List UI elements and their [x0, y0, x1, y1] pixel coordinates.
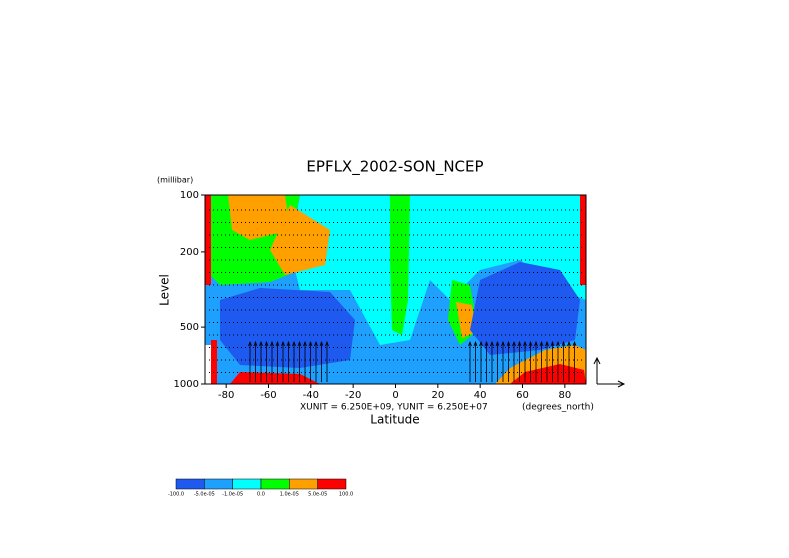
vector-arrow	[523, 340, 527, 382]
colorbar-swatch	[232, 478, 262, 490]
x-tick-label: 60	[516, 390, 529, 401]
colorbar-label: -5.0e-05	[194, 492, 215, 498]
x-tick-label: 0	[392, 390, 398, 401]
colorbar-label: 100.0	[339, 492, 353, 498]
y-tick-label: 200	[180, 247, 199, 258]
vector-arrow	[297, 340, 302, 382]
x-tick-label: -60	[260, 390, 276, 401]
vector-arrow	[325, 340, 329, 382]
vector-arrow	[319, 340, 324, 382]
y-axis-label: Level	[158, 274, 172, 306]
x-tick-label: -40	[303, 390, 319, 401]
x-tick-label: 40	[474, 390, 487, 401]
x-axis-label: Latitude	[370, 413, 419, 427]
vector-arrow	[270, 340, 274, 382]
contour-region	[211, 340, 217, 384]
contour-region	[220, 288, 355, 368]
contour-region	[390, 195, 410, 335]
vector-arrow	[539, 340, 544, 382]
contour-region	[510, 364, 586, 384]
y-tick-label: 1000	[174, 379, 199, 390]
contour-region	[228, 195, 290, 240]
x-unit: (degrees_north)	[522, 403, 594, 413]
x-tick-label: 20	[431, 390, 444, 401]
vector-arrow	[490, 340, 494, 382]
vector-arrow	[303, 340, 307, 382]
vector-arrow	[561, 340, 566, 382]
vector-field	[209, 209, 582, 382]
vector-arrow	[506, 340, 511, 382]
y-tick-label: 500	[180, 322, 199, 333]
vector-arrow	[528, 340, 533, 382]
reference-arrows	[593, 356, 626, 388]
vector-arrow	[248, 340, 252, 382]
vector-arrow	[286, 340, 291, 382]
colorbar-swatch	[175, 478, 205, 490]
colorbar-swatch	[317, 478, 347, 490]
vector-arrow	[484, 340, 489, 382]
vector-arrow	[545, 340, 549, 382]
contour-region	[205, 195, 211, 285]
vector-arrow	[468, 340, 472, 382]
reference-arrow	[597, 380, 626, 388]
x-tick-label: 80	[558, 390, 571, 401]
vector-arrow	[556, 340, 560, 382]
vector-arrow	[512, 340, 516, 382]
contour-region	[230, 372, 320, 384]
contour-region	[290, 195, 586, 345]
colorbar-label: 1.0e-05	[280, 492, 299, 498]
x-tick-label: -20	[345, 390, 361, 401]
vector-arrow	[292, 340, 296, 382]
y-unit: (millibar)	[157, 176, 193, 185]
vector-arrow	[572, 340, 577, 382]
vector-arrow	[259, 340, 263, 382]
contour-region	[205, 345, 211, 384]
x-tick-label: -80	[218, 390, 234, 401]
vector-arrow	[495, 340, 500, 382]
reference-arrow	[593, 356, 601, 384]
vector-arrow	[550, 340, 555, 382]
vector-arrow	[517, 340, 522, 382]
vector-arrow	[308, 340, 313, 382]
colorbar-label: 5.0e-05	[308, 492, 327, 498]
vector-arrow	[314, 340, 318, 382]
vector-arrow	[253, 340, 258, 382]
y-tick-label: 100	[180, 190, 199, 201]
colorbar-swatch	[289, 478, 318, 490]
vector-arrow	[275, 340, 280, 382]
vector-arrow	[264, 340, 269, 382]
colorbar-swatch	[204, 478, 233, 490]
vector-arrow	[567, 340, 571, 382]
vector-arrow	[534, 340, 538, 382]
colorbar-label: -1.0e-05	[222, 492, 243, 498]
vector-arrow	[473, 340, 478, 382]
contour-region	[580, 195, 586, 285]
colorbar-label: -100.0	[168, 492, 184, 498]
colorbar-label: 0.0	[257, 492, 265, 498]
contour-field	[205, 195, 586, 384]
chart-title: EPFLX_2002-SON_NCEP	[306, 158, 483, 177]
colorbar-swatch	[260, 478, 290, 490]
vector-arrow	[501, 340, 505, 382]
annotation: XUNIT = 6.250E+09, YUNIT = 6.250E+07	[300, 403, 488, 413]
vector-arrow	[479, 340, 483, 382]
vector-arrow	[281, 340, 285, 382]
